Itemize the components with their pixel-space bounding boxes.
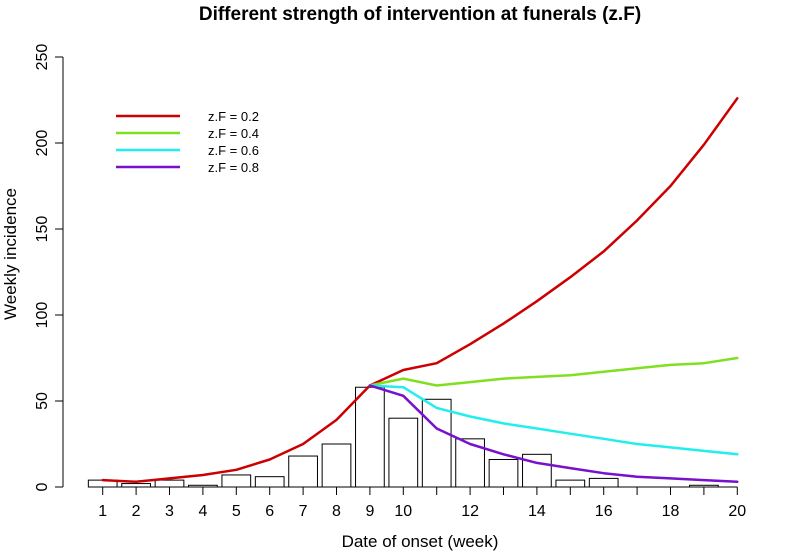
bar (154, 479, 185, 488)
series-layer (101, 97, 739, 484)
bar (254, 476, 285, 488)
y-tick-label: 50 (34, 392, 51, 410)
x-tick-label: 2 (132, 503, 141, 520)
x-tick-label: 7 (299, 503, 308, 520)
legend-label: z.F = 0.2 (208, 109, 259, 124)
legend-label: z.F = 0.6 (208, 143, 259, 158)
x-tick-label: 20 (728, 503, 746, 520)
bar (355, 386, 385, 488)
legend-label: z.F = 0.4 (208, 126, 259, 141)
y-tick-label: 0 (34, 482, 51, 491)
bar (121, 483, 151, 488)
x-tick-label: 1 (98, 503, 107, 520)
series-line-4 (368, 384, 739, 484)
bar (555, 479, 586, 488)
x-tick-label: 18 (662, 503, 680, 520)
series-line-1 (101, 97, 739, 484)
y-tick-label: 250 (34, 44, 51, 71)
bar (488, 458, 519, 488)
x-tick-label: 6 (265, 503, 274, 520)
x-tick-label: 9 (365, 503, 374, 520)
bar (588, 477, 619, 488)
y-axis-title: Weekly incidence (1, 188, 20, 320)
bar (221, 474, 252, 488)
x-tick-label: 5 (232, 503, 241, 520)
y-tick-label: 200 (34, 130, 51, 157)
y-tick-label: 100 (34, 302, 51, 329)
x-tick-label: 8 (332, 503, 341, 520)
x-tick-label: 14 (528, 503, 546, 520)
x-tick-label: 10 (394, 503, 412, 520)
series-line-2 (368, 356, 739, 387)
bars-layer (87, 386, 719, 488)
legend: z.F = 0.2 z.F = 0.4 z.F = 0.6 z.F = 0.8 (116, 109, 259, 175)
bar (321, 443, 352, 488)
bar (421, 398, 452, 488)
bar (388, 417, 419, 488)
x-tick-label: 4 (198, 503, 207, 520)
x-tick-label: 3 (165, 503, 174, 520)
chart-title: Different strength of intervention at fu… (199, 4, 641, 25)
series-line-3 (368, 384, 739, 456)
x-tick-label: 12 (461, 503, 479, 520)
x-axis-title: Date of onset (week) (342, 532, 499, 551)
legend-label: z.F = 0.8 (208, 160, 259, 175)
y-tick-label: 150 (34, 216, 51, 243)
x-tick-label: 16 (595, 503, 613, 520)
bar (288, 455, 318, 488)
